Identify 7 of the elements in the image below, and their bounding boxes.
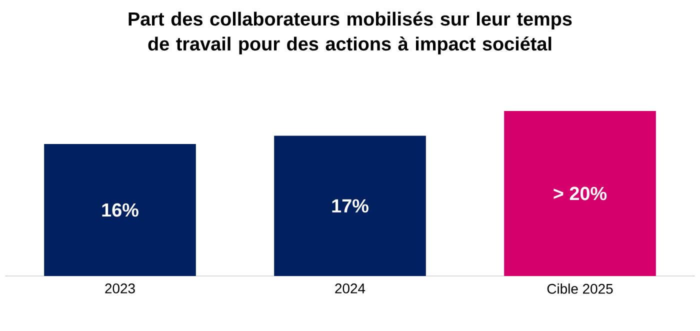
chart-title: Part des collaborateurs mobilisés sur leur temps de travail pour des actions à impact sociétal <box>128 12 572 54</box>
x-tick-label: 2024 <box>335 284 366 294</box>
data-label: 16% <box>102 203 138 217</box>
x-tick-label: Cible 2025 <box>547 284 613 294</box>
data-label: > 20% <box>554 186 607 200</box>
data-label: 17% <box>332 199 368 213</box>
x-tick-label: 2023 <box>105 284 135 294</box>
